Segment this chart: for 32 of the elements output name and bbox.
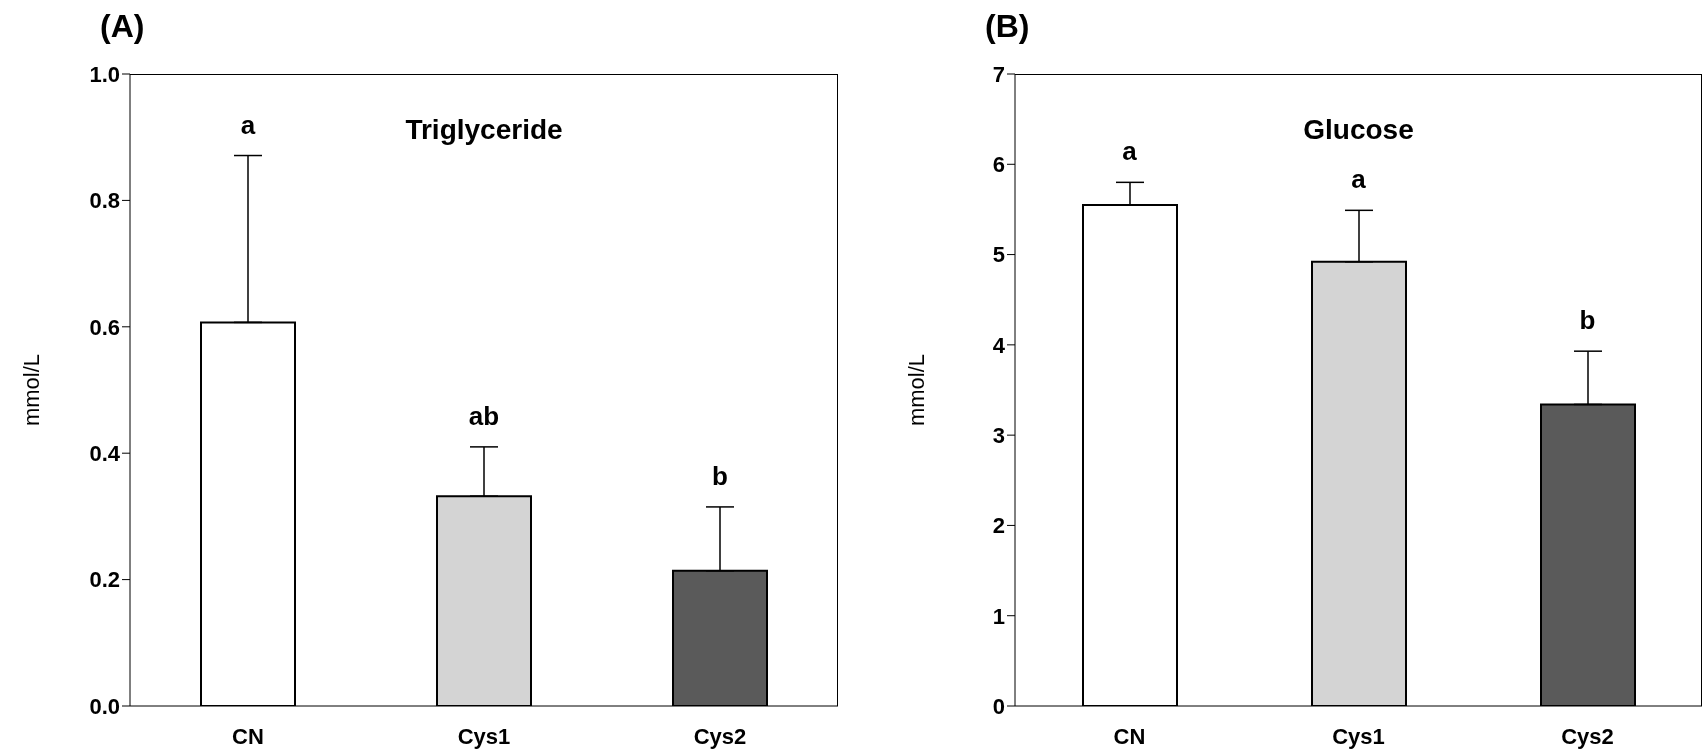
y-tick-label: 0.2 [89, 567, 120, 593]
y-tick-label: 0 [992, 693, 1005, 719]
y-tick-label: 1 [992, 603, 1005, 629]
x-tick-label: Cys2 [1561, 723, 1614, 749]
chart-title: (A) [100, 8, 145, 45]
y-tick-label: 0.6 [89, 314, 120, 340]
y-axis-title: mmol/L [904, 353, 930, 427]
x-tick-label: CN [1113, 723, 1146, 749]
annotation: b [1579, 305, 1596, 336]
y-tick-label: 0.0 [89, 693, 120, 719]
y-tick-label: 5 [992, 242, 1005, 268]
annotation: a [1351, 164, 1367, 195]
annotation: a [240, 109, 256, 140]
annotation: ab [468, 400, 500, 431]
annotation: a [1122, 136, 1138, 167]
y-tick-label: 1.0 [89, 61, 120, 87]
x-tick-label: Cys2 [693, 723, 747, 749]
y-tick-label: 4 [992, 332, 1006, 358]
x-tick-label: CN [232, 723, 264, 749]
y-tick-label: 0.4 [89, 441, 121, 467]
y-tick-label: 3 [992, 422, 1005, 448]
y-tick-label: 6 [992, 152, 1005, 178]
annotation: b [712, 460, 728, 491]
x-tick-label: Cys1 [457, 723, 511, 749]
y-tick-label: 2 [992, 513, 1005, 539]
y-tick-label: 0.8 [89, 188, 120, 214]
y-axis-title: mmol/L [19, 353, 45, 427]
text: Glucose [1303, 114, 1414, 145]
chart-title: (B) [985, 8, 1030, 45]
y-tick-label: 7 [992, 61, 1005, 87]
text: Triglyceride [405, 114, 563, 145]
x-tick-label: Cys1 [1332, 723, 1385, 749]
